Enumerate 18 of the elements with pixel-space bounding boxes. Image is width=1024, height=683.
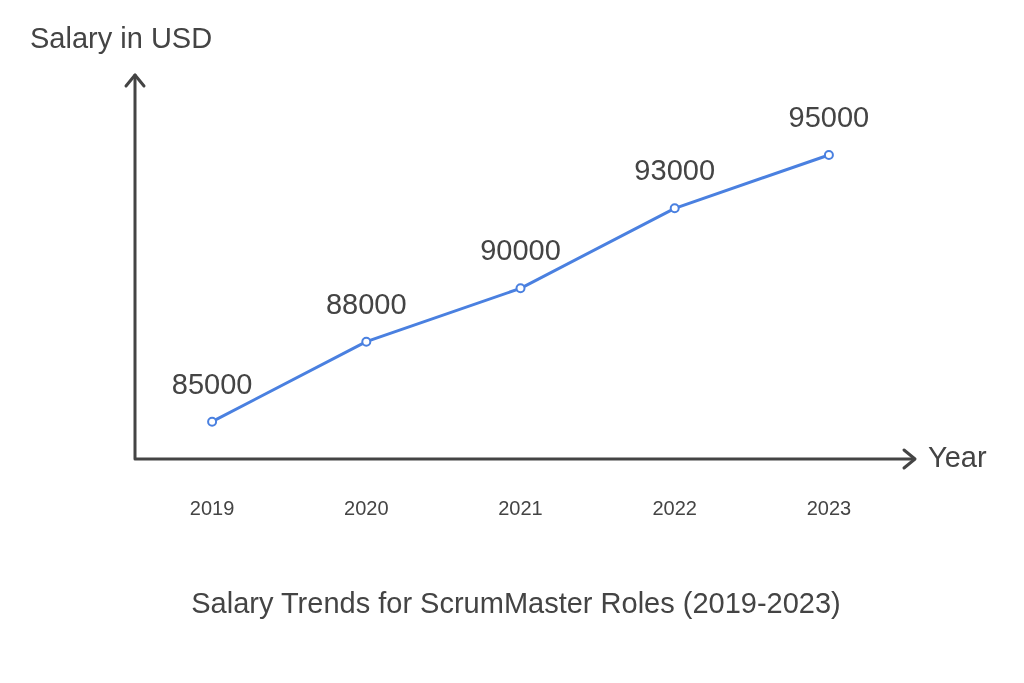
x-axis-title: Year	[928, 441, 987, 473]
x-tick-label: 2019	[189, 496, 235, 519]
point	[207, 416, 218, 427]
point	[361, 336, 372, 347]
data-label: 95000	[788, 101, 870, 133]
y-axis-title: Salary in USD	[30, 22, 213, 54]
text: Salary Trends for ScrumMaster Roles (2019-2023)	[190, 586, 842, 621]
x-tick-label: 2022	[652, 496, 697, 519]
point	[823, 150, 834, 160]
x-tick-label: 2020	[344, 496, 389, 519]
point	[669, 203, 680, 214]
data-label: 85000	[171, 367, 253, 400]
x-tick-label: 2023	[806, 496, 852, 519]
data-label: 90000	[480, 234, 561, 267]
data-label: 88000	[325, 287, 407, 320]
data-label: 93000	[634, 154, 716, 187]
x-tick-label: 2021	[498, 496, 543, 519]
point	[515, 283, 526, 294]
